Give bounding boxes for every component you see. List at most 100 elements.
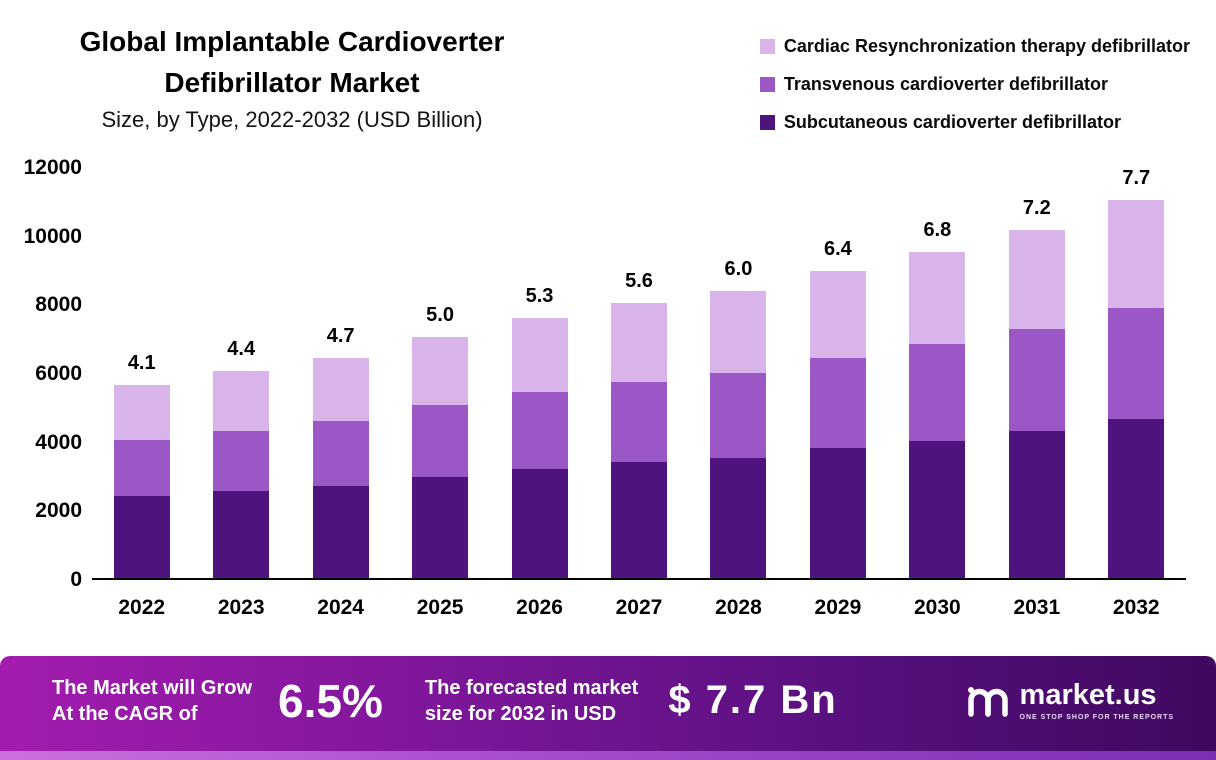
legend-item-1: Transvenous cardioverter defibrillator bbox=[759, 74, 1190, 95]
bar-segment bbox=[312, 357, 369, 421]
y-axis-tick-label: 2000 bbox=[35, 499, 82, 523]
banner-bottom-strip bbox=[0, 751, 1216, 760]
bar-total-label: 4.7 bbox=[326, 324, 355, 347]
market-us-logo-icon bbox=[967, 686, 1008, 717]
bar-slot-2032: 7.7 bbox=[1087, 167, 1186, 578]
y-axis-tick-label: 10000 bbox=[23, 224, 82, 248]
bar-total-label: 6.8 bbox=[923, 218, 952, 241]
stacked-bar-chart: 0 2000 4000 6000 8000 10000 12000 4.1 4.4 4.7 5.0… bbox=[8, 156, 1186, 620]
bar-segment bbox=[412, 405, 469, 478]
cagr-text-line2: At the CAGR of bbox=[52, 702, 198, 725]
plot-area: 4.1 4.4 4.7 5.0 5.3 5.6 6.0 6.4 6.8 7.2 7.7 bbox=[92, 167, 1186, 580]
bar-slot-2029: 6.4 bbox=[788, 168, 887, 578]
bar-segment bbox=[710, 373, 767, 459]
bar-total-label: 5.6 bbox=[625, 269, 653, 292]
bar-segment bbox=[113, 439, 170, 496]
bar-segment bbox=[113, 384, 170, 440]
chart-title-line2: Defibrillator Market bbox=[164, 66, 420, 98]
bar-segment bbox=[710, 291, 767, 373]
legend-label: Subcutaneous cardioverter defibrillator bbox=[783, 112, 1121, 132]
x-axis-label: 2027 bbox=[615, 596, 663, 619]
x-axis-label: 2026 bbox=[516, 596, 563, 619]
bar-segment bbox=[1108, 308, 1165, 420]
y-axis-tick-label: 4000 bbox=[35, 430, 82, 454]
bar-segment bbox=[1008, 328, 1065, 432]
bar-slot-2030: 6.8 bbox=[888, 168, 987, 578]
bar-segment bbox=[312, 485, 369, 578]
x-axis: 2022 2023 2024 2025 2026 2027 2028 2029 2030 2031… bbox=[92, 596, 1186, 620]
bar-stack-2024 bbox=[312, 357, 369, 578]
bar-stack-2029 bbox=[809, 270, 866, 578]
bar-segment bbox=[113, 496, 170, 578]
logo-tagline: ONE STOP SHOP FOR THE REPORTS bbox=[1019, 713, 1174, 721]
banner: The Market will Grow At the CAGR of 6.5%… bbox=[0, 656, 1216, 760]
bar-total-label: 6.4 bbox=[823, 237, 852, 260]
chart-title-line1: Global Implantable Cardioverter bbox=[79, 26, 505, 57]
legend: Cardiac Resynchronization therapy defibr… bbox=[759, 36, 1190, 133]
bar-total-label: 4.4 bbox=[227, 338, 256, 361]
legend-swatch bbox=[759, 115, 775, 130]
bar-segment bbox=[213, 490, 270, 579]
bar-slot-2024: 4.7 bbox=[291, 168, 390, 578]
y-axis-tick-label: 12000 bbox=[23, 156, 82, 179]
x-axis-label: 2024 bbox=[317, 596, 364, 619]
bar-segment bbox=[610, 302, 667, 382]
bar-segment bbox=[809, 270, 866, 358]
x-axis-label: 2028 bbox=[715, 596, 762, 619]
banner-row: The Market will Grow At the CAGR of 6.5%… bbox=[0, 656, 1216, 751]
legend-item-0: Cardiac Resynchronization therapy defibr… bbox=[759, 36, 1190, 57]
x-axis-label: 2031 bbox=[1013, 596, 1061, 619]
bar-slot-2023: 4.4 bbox=[191, 168, 290, 579]
bar-segment bbox=[909, 441, 966, 578]
x-axis-label: 2032 bbox=[1112, 596, 1160, 619]
bar-slot-2031: 7.2 bbox=[987, 168, 1086, 578]
x-axis-label: 2023 bbox=[217, 596, 265, 619]
plot-column: 4.1 4.4 4.7 5.0 5.3 5.6 6.0 6.4 6.8 7.2 7.7 2022 20… bbox=[92, 167, 1186, 620]
bar-total-label: 5.0 bbox=[426, 304, 454, 327]
bar-stack-2030 bbox=[909, 251, 966, 578]
bar-total-label: 4.1 bbox=[127, 351, 156, 374]
forecast-text-line1: The forecasted market bbox=[424, 676, 639, 699]
bar-segment bbox=[511, 468, 568, 578]
y-axis: 0 2000 4000 6000 8000 10000 12000 bbox=[8, 156, 92, 591]
chart-subtitle: Size, by Type, 2022-2032 (USD Billion) bbox=[101, 107, 483, 133]
bar-segment bbox=[1108, 200, 1165, 309]
bar-stack-2026 bbox=[511, 318, 568, 578]
x-axis-label: 2030 bbox=[913, 596, 961, 619]
y-axis-tick-label: 6000 bbox=[35, 362, 82, 385]
bar-stack-2031 bbox=[1008, 229, 1065, 578]
bar-stack-2022 bbox=[113, 384, 170, 578]
x-axis-label: 2025 bbox=[416, 596, 464, 619]
y-axis-tick-label: 0 bbox=[70, 568, 82, 591]
bar-total-label: 7.7 bbox=[1122, 167, 1151, 190]
bar-segment bbox=[610, 461, 667, 578]
bar-segment bbox=[213, 431, 270, 491]
legend-swatch bbox=[759, 77, 775, 92]
logo-text-block: market.us ONE STOP SHOP FOR THE REPORTS bbox=[1019, 680, 1174, 721]
chart-header: Global Implantable Cardioverter Defibril… bbox=[14, 22, 570, 133]
bar-stack-2027 bbox=[610, 302, 667, 578]
bar-slot-2022: 4.1 bbox=[92, 168, 191, 578]
bar-total-label: 5.3 bbox=[525, 285, 554, 308]
bar-total-label: 7.2 bbox=[1022, 196, 1051, 219]
bar-slot-2027: 5.6 bbox=[589, 168, 688, 578]
bar-slot-2028: 6.0 bbox=[689, 168, 788, 578]
bar-segment bbox=[909, 343, 966, 442]
forecast-text: The forecasted market size for 2032 in U… bbox=[425, 675, 638, 727]
bar-slot-2025: 5.0 bbox=[390, 168, 489, 578]
legend-item-2: Subcutaneous cardioverter defibrillator bbox=[759, 112, 1190, 133]
market-us-logo: market.us ONE STOP SHOP FOR THE REPORTS bbox=[964, 678, 1180, 724]
bar-stack-2032 bbox=[1108, 200, 1165, 578]
cagr-text-line1: The Market will Grow bbox=[52, 676, 253, 699]
bar-stack-2023 bbox=[213, 371, 270, 579]
chart-inner: 0 2000 4000 6000 8000 10000 12000 4.1 4.4 4.7 5.0… bbox=[8, 156, 1186, 620]
bar-segment bbox=[511, 318, 568, 392]
forecast-text-line2: size for 2032 in USD bbox=[424, 702, 617, 725]
x-axis-label: 2029 bbox=[814, 596, 862, 619]
bar-segment bbox=[1008, 431, 1065, 578]
bar-total-label: 6.0 bbox=[724, 258, 753, 280]
bar-segment bbox=[312, 420, 369, 486]
bar-segment bbox=[909, 251, 966, 344]
y-axis-tick-label: 8000 bbox=[35, 293, 82, 317]
bar-segment bbox=[511, 391, 568, 469]
